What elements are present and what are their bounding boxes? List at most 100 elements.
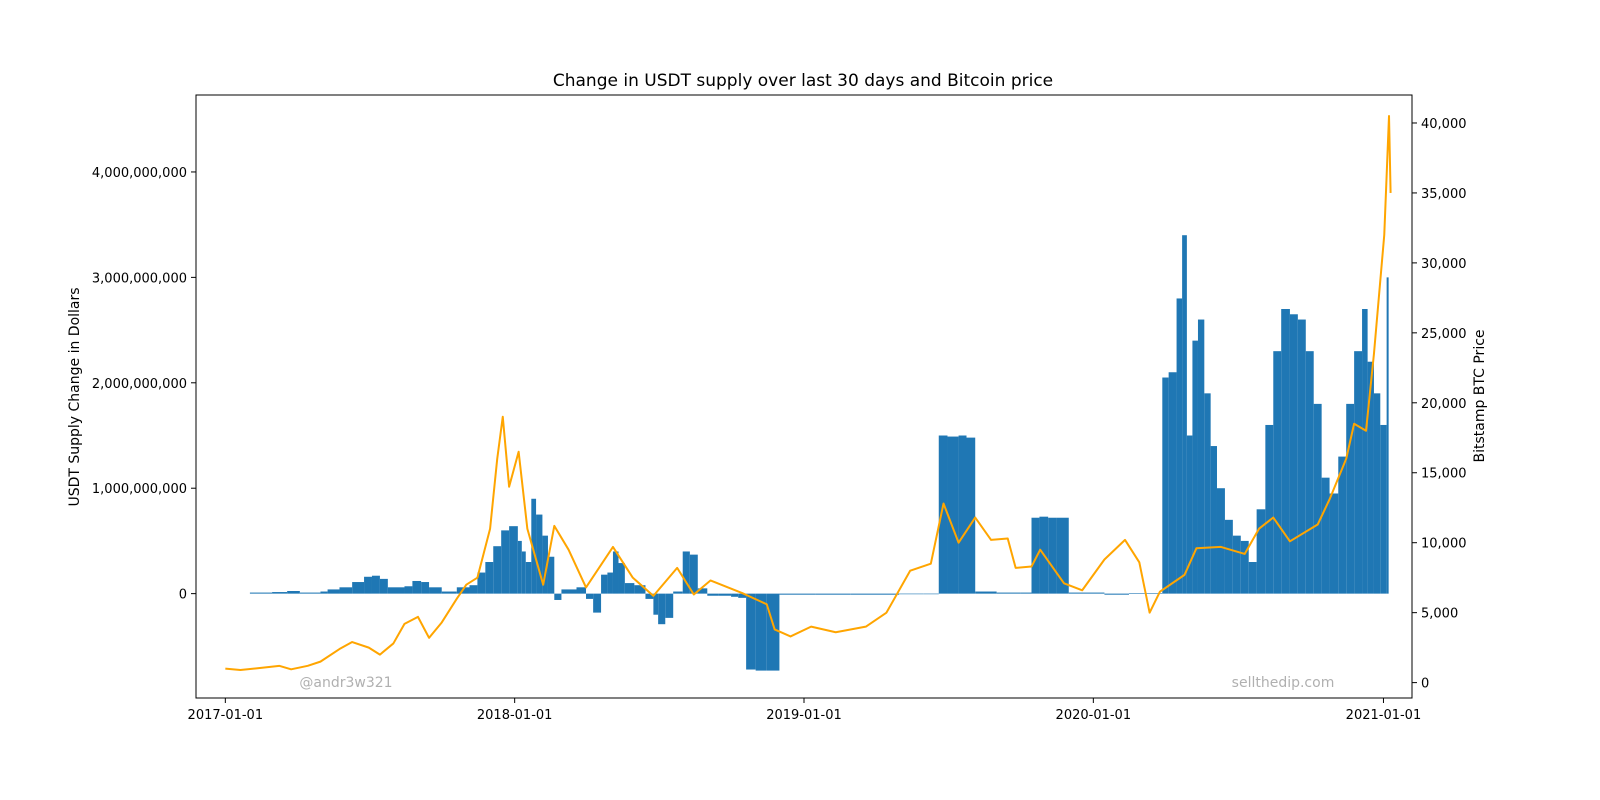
y-tick-label: 4,000,000,000 [92,166,187,181]
usdt-change-bar [576,587,587,594]
usdt-change-bar [272,592,288,594]
y-tick-label: 1,000,000,000 [92,482,187,497]
usdt-change-bar [658,593,666,625]
usdt-change-bar [1104,593,1129,595]
usdt-change-bar [966,437,976,594]
btc-price-line [225,114,1392,672]
usdt-change-bar [531,498,537,594]
usdt-change-bar [387,587,405,594]
usdt-change-bar [1281,309,1290,594]
usdt-change-bar [618,563,625,594]
usdt-change-bar [441,591,457,594]
usdt-change-bar [1362,309,1368,594]
usdt-change-bar [755,593,767,671]
y2-tick-label: 5,000 [1421,607,1458,622]
usdt-change-bar [766,593,780,671]
usdt-change-bar [1232,535,1241,594]
usdt-change-bar [938,435,948,594]
usdt-change-bar [517,540,522,594]
usdt-supply-bars [249,235,1389,671]
usdt-change-bar [509,526,518,594]
usdt-change-bar [249,592,273,594]
usdt-change-bar [1373,393,1381,594]
usdt-change-bar [469,585,478,594]
usdt-change-bar [673,591,683,594]
usdt-change-bar [1273,351,1282,594]
usdt-change-bar [352,582,365,594]
usdt-change-bar [1354,351,1363,594]
usdt-change-bar [607,572,613,594]
usdt-change-bar [947,436,959,594]
usdt-change-bar [601,574,608,594]
usdt-change-bar [996,592,1021,594]
btc-price-path [225,114,1392,672]
usdt-change-bar [1176,298,1183,594]
usdt-change-bar [958,435,967,594]
usdt-change-bar [624,583,635,594]
usdt-change-bar [379,578,388,594]
usdt-change-bar [1048,517,1057,594]
usdt-change-bar [1256,509,1266,594]
usdt-change-bar [493,546,502,594]
usdt-change-bar [1186,435,1193,594]
usdt-change-bar [682,551,690,594]
usdt-change-bar [327,589,340,594]
usdt-change-bar [1289,314,1298,594]
usdt-change-bar [521,551,526,594]
x-tick-label: 2020-01-01 [1056,708,1132,723]
usdt-change-bar [477,572,486,594]
usdt-change-bar [718,593,732,596]
y2-tick-label: 15,000 [1421,467,1467,482]
usdt-change-bar [339,587,353,594]
usdt-change-bar [1210,446,1217,594]
usdt-change-bar [371,575,380,594]
usdt-change-bar [815,593,851,595]
usdt-change-bar [1305,351,1314,594]
usdt-change-bar [1248,562,1257,594]
usdt-change-bar [1224,519,1233,594]
usdt-change-bar [1297,319,1306,594]
x-tick-label: 2021-01-01 [1346,708,1422,723]
y2-tick-label: 30,000 [1421,257,1467,272]
usdt-change-bar [707,593,719,596]
usdt-change-bar [645,593,654,599]
usdt-change-bar [1367,361,1374,594]
usdt-change-bar [1031,517,1040,594]
usdt-change-bar [1056,517,1069,594]
usdt-change-bar [1240,540,1249,594]
usdt-change-bar [536,514,543,594]
usdt-change-bar [738,593,747,598]
usdt-change-bar [1386,277,1389,594]
usdt-change-bar [1321,477,1330,594]
y2-tick-label: 20,000 [1421,397,1467,412]
usdt-change-bar [320,591,328,594]
usdt-change-bar [746,593,756,670]
usdt-change-bar [412,580,422,594]
usdt-change-bar [1020,592,1032,594]
usdt-change-bar [923,593,939,595]
y-tick-label: 3,000,000,000 [92,271,187,286]
usdt-change-bar [689,554,698,594]
y2-tick-label: 10,000 [1421,537,1467,552]
x-tick-label: 2018-01-01 [477,708,553,723]
usdt-change-bar [485,562,494,594]
usdt-change-bar [634,585,646,594]
usdt-change-bar [1197,319,1205,594]
usdt-change-bar [779,593,816,595]
usdt-change-bar [1338,456,1347,594]
usdt-change-bar [1192,340,1198,594]
right-y-axis: 0 5,000 10,000 15,000 20,000 25,000 30,000 35,0… [1412,117,1467,692]
x-axis: 2017-01-01 2018-01-01 2019-01-01 2020-01-01… [188,698,1422,723]
usdt-change-bar [554,593,562,600]
usdt-change-bar [547,556,555,594]
left-y-axis-label: USDT Supply Change in Dollars [67,287,83,506]
y-tick-label: 0 [179,588,187,603]
y2-tick-label: 40,000 [1421,117,1467,132]
x-tick-label: 2017-01-01 [188,708,264,723]
usdt-change-bar [542,535,548,594]
chart-title: Change in USDT supply over last 30 days … [553,71,1053,91]
usdt-change-bar [1182,235,1187,594]
usdt-change-bar [697,588,708,594]
usdt-change-bar [1217,488,1225,594]
